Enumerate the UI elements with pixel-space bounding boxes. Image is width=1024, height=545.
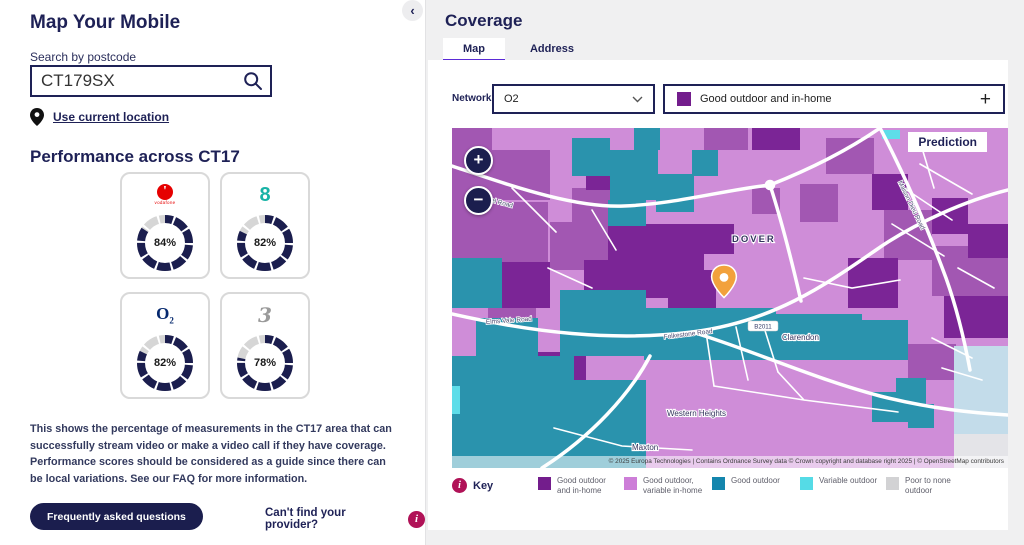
faq-button[interactable]: Frequently asked questions bbox=[30, 503, 203, 530]
legend-item-good-outdoor: Good outdoor bbox=[712, 476, 780, 490]
legend-swatch bbox=[538, 477, 551, 490]
vodafone-wordmark: vodafone bbox=[154, 200, 176, 206]
provider-info-icon[interactable]: i bbox=[408, 510, 425, 528]
provider-cards: ' vodafone 84% 8 bbox=[120, 172, 310, 399]
label-dover: DOVER bbox=[732, 234, 776, 245]
tab-address[interactable]: Address bbox=[529, 43, 575, 55]
performance-description: This shows the percentage of measurement… bbox=[30, 423, 392, 486]
cant-find-provider-link[interactable]: Can't find your provider? i bbox=[265, 507, 425, 531]
coverage-map[interactable]: DOVER Clarendon Western Heights Maxton E… bbox=[452, 128, 1008, 468]
use-current-location-label: Use current location bbox=[53, 110, 170, 124]
cant-find-provider-label: Can't find your provider? bbox=[265, 507, 346, 531]
provider-card-vodafone: ' vodafone 84% bbox=[120, 172, 210, 279]
label-elms-vale: Elms Vale Road bbox=[486, 316, 533, 326]
prediction-badge: Prediction bbox=[908, 132, 987, 152]
map-attribution: © 2025 Europa Technologies | Contains Or… bbox=[452, 456, 1008, 468]
water-area bbox=[954, 346, 1008, 434]
zoom-in-button[interactable]: + bbox=[464, 146, 493, 175]
ee-logo: 8 bbox=[259, 180, 270, 210]
label-western-heights: Western Heights bbox=[667, 409, 726, 418]
page-title: Map Your Mobile bbox=[30, 12, 181, 33]
key-label: Key bbox=[473, 479, 494, 492]
search-icon bbox=[244, 72, 262, 90]
location-pin-icon bbox=[30, 108, 44, 126]
layer-swatch bbox=[677, 92, 691, 106]
add-layer-button[interactable]: + bbox=[979, 88, 991, 110]
chevron-down-icon bbox=[632, 96, 643, 102]
coverage-blocks-cyan bbox=[452, 130, 900, 414]
location-marker-icon bbox=[710, 264, 738, 299]
vodafone-percent: 84% bbox=[153, 237, 177, 249]
legend-swatch bbox=[624, 477, 637, 490]
map-place-labels: DOVER Clarendon Western Heights Maxton bbox=[631, 233, 820, 453]
legend-swatch bbox=[886, 477, 899, 490]
layer-value: Good outdoor and in-home bbox=[700, 93, 832, 105]
roads bbox=[452, 128, 1008, 468]
search-label: Search by postcode bbox=[30, 50, 137, 64]
legend-item-good-outdoor-variable: Good outdoor, variable in-home bbox=[624, 476, 702, 497]
o2-percent: 82% bbox=[153, 357, 177, 369]
provider-card-ee: 8 82% bbox=[220, 172, 310, 279]
three-logo: 3 bbox=[258, 300, 272, 330]
coverage-layer-select[interactable]: Good outdoor and in-home + bbox=[663, 84, 1005, 114]
legend-item-variable-outdoor: Variable outdoor bbox=[800, 476, 877, 490]
legend-swatch bbox=[800, 477, 813, 490]
road-badge: B2011 bbox=[747, 320, 779, 332]
key-label-group: i Key bbox=[452, 478, 493, 493]
vodafone-gauge: 84% bbox=[134, 212, 196, 274]
label-clarendon: Clarendon bbox=[782, 333, 819, 342]
three-percent: 78% bbox=[253, 357, 277, 369]
collapse-panel-button[interactable]: ‹ bbox=[402, 0, 423, 21]
performance-heading: Performance across CT17 bbox=[30, 147, 240, 166]
three-gauge: 78% bbox=[234, 332, 296, 394]
network-value: O2 bbox=[504, 93, 519, 105]
postcode-input[interactable] bbox=[32, 71, 236, 91]
three-mark-icon: 3 bbox=[258, 303, 272, 327]
search-button[interactable] bbox=[236, 67, 270, 95]
postcode-search bbox=[30, 65, 272, 97]
tab-map[interactable]: Map bbox=[443, 38, 505, 60]
legend-item-good-outdoor-inhome: Good outdoor and in-home bbox=[538, 476, 606, 497]
o2-gauge: 82% bbox=[134, 332, 196, 394]
ee-percent: 82% bbox=[253, 237, 277, 249]
o2-logo: O2 bbox=[156, 303, 174, 326]
coverage-title: Coverage bbox=[445, 11, 523, 30]
vodafone-logo: ' vodafone bbox=[155, 180, 176, 210]
use-current-location-link[interactable]: Use current location bbox=[30, 108, 169, 126]
left-panel: Map Your Mobile Search by postcode Use c… bbox=[0, 0, 425, 545]
label-maxton: Maxton bbox=[632, 443, 658, 452]
provider-card-o2: O2 82% bbox=[120, 292, 210, 399]
vodafone-mark-icon: ' bbox=[156, 184, 173, 201]
key-info-icon[interactable]: i bbox=[452, 478, 467, 493]
ee-mark-icon: 8 bbox=[259, 184, 271, 206]
network-label: Network : bbox=[452, 93, 498, 104]
legend-item-poor-none: Poor to none outdoor bbox=[886, 476, 951, 497]
zoom-out-button[interactable]: − bbox=[464, 186, 493, 215]
svg-text:B2011: B2011 bbox=[754, 324, 772, 331]
coverage-blocks-teal bbox=[452, 128, 934, 468]
provider-card-three: 3 78% bbox=[220, 292, 310, 399]
network-select[interactable]: O2 bbox=[492, 84, 655, 114]
legend-swatch bbox=[712, 477, 725, 490]
ee-gauge: 82% bbox=[234, 212, 296, 274]
map-key: i Key Good outdoor and in-home Good outdo… bbox=[452, 470, 1008, 504]
